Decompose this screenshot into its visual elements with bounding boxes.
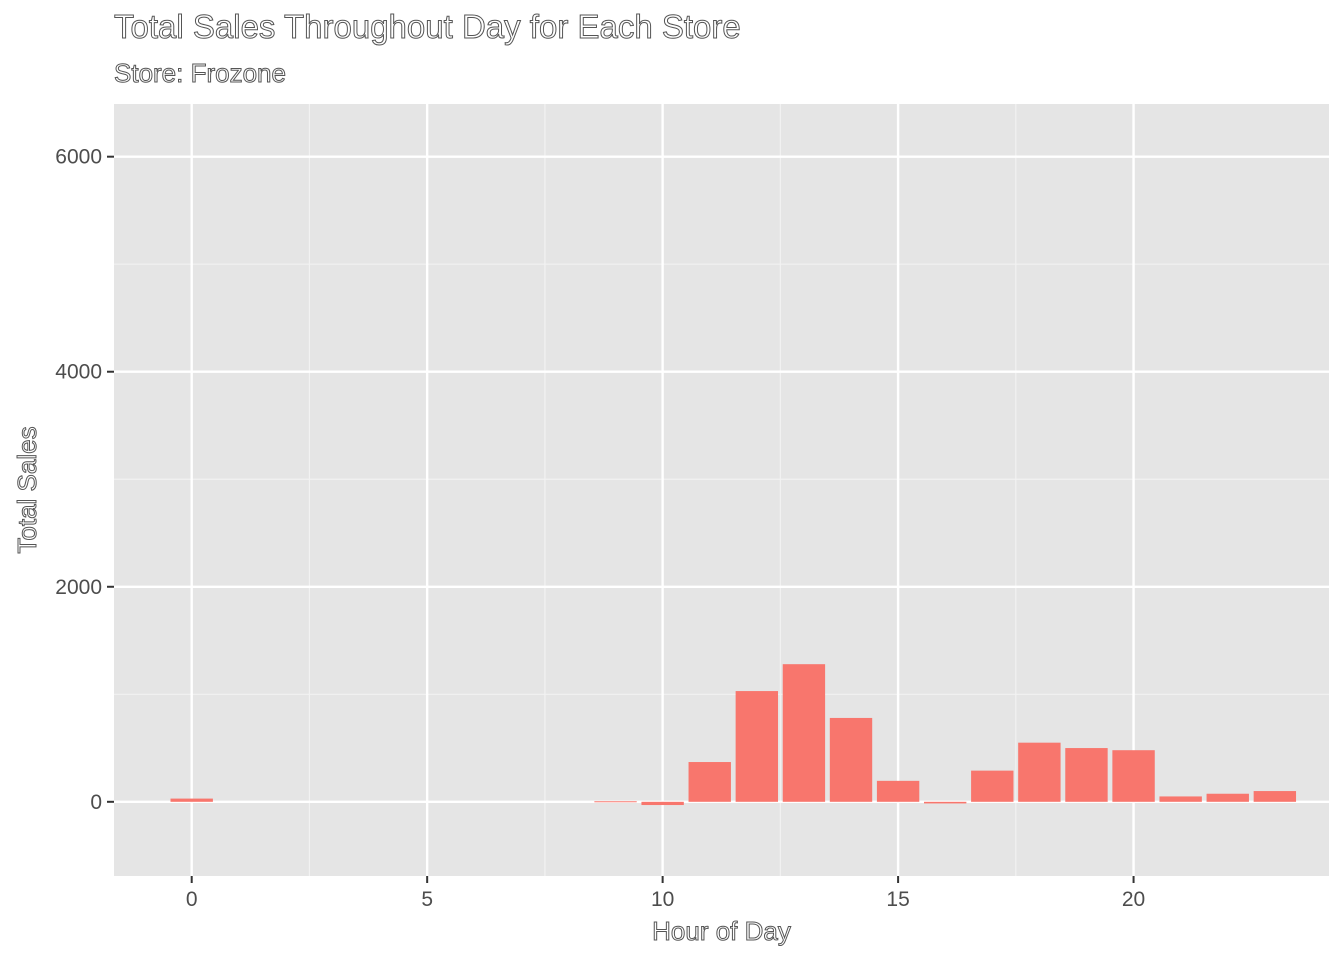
bar bbox=[876, 780, 920, 802]
chart-subtitle: Store: Frozone bbox=[114, 58, 287, 89]
bar bbox=[170, 798, 213, 802]
bar bbox=[1206, 793, 1249, 802]
bar bbox=[1112, 750, 1155, 802]
y-tick-label: 4000 bbox=[55, 361, 102, 384]
bar bbox=[735, 691, 779, 802]
chart-title: Total Sales Throughout Day for Each Stor… bbox=[114, 8, 742, 46]
bar bbox=[688, 762, 731, 802]
x-tick-label: 5 bbox=[421, 888, 433, 911]
bar bbox=[594, 801, 637, 803]
x-tick-label: 15 bbox=[886, 888, 909, 911]
bar bbox=[641, 801, 684, 806]
y-tick-label: 6000 bbox=[55, 146, 102, 169]
y-tick-label: 2000 bbox=[55, 576, 102, 599]
bar bbox=[1159, 796, 1202, 802]
x-axis-title: Hour of Day bbox=[652, 916, 791, 946]
bar bbox=[924, 801, 967, 804]
bar bbox=[1065, 748, 1108, 802]
bar bbox=[1018, 742, 1061, 802]
y-axis-title: Total Sales bbox=[12, 426, 42, 553]
bar bbox=[971, 770, 1014, 802]
bar bbox=[782, 664, 826, 802]
x-tick-label: 10 bbox=[651, 888, 674, 911]
y-tick-label: 0 bbox=[90, 791, 102, 814]
x-tick-label: 0 bbox=[186, 888, 198, 911]
bar bbox=[829, 717, 873, 802]
bar bbox=[1253, 791, 1297, 802]
x-tick-label: 20 bbox=[1122, 888, 1145, 911]
plot-panel bbox=[114, 104, 1329, 876]
